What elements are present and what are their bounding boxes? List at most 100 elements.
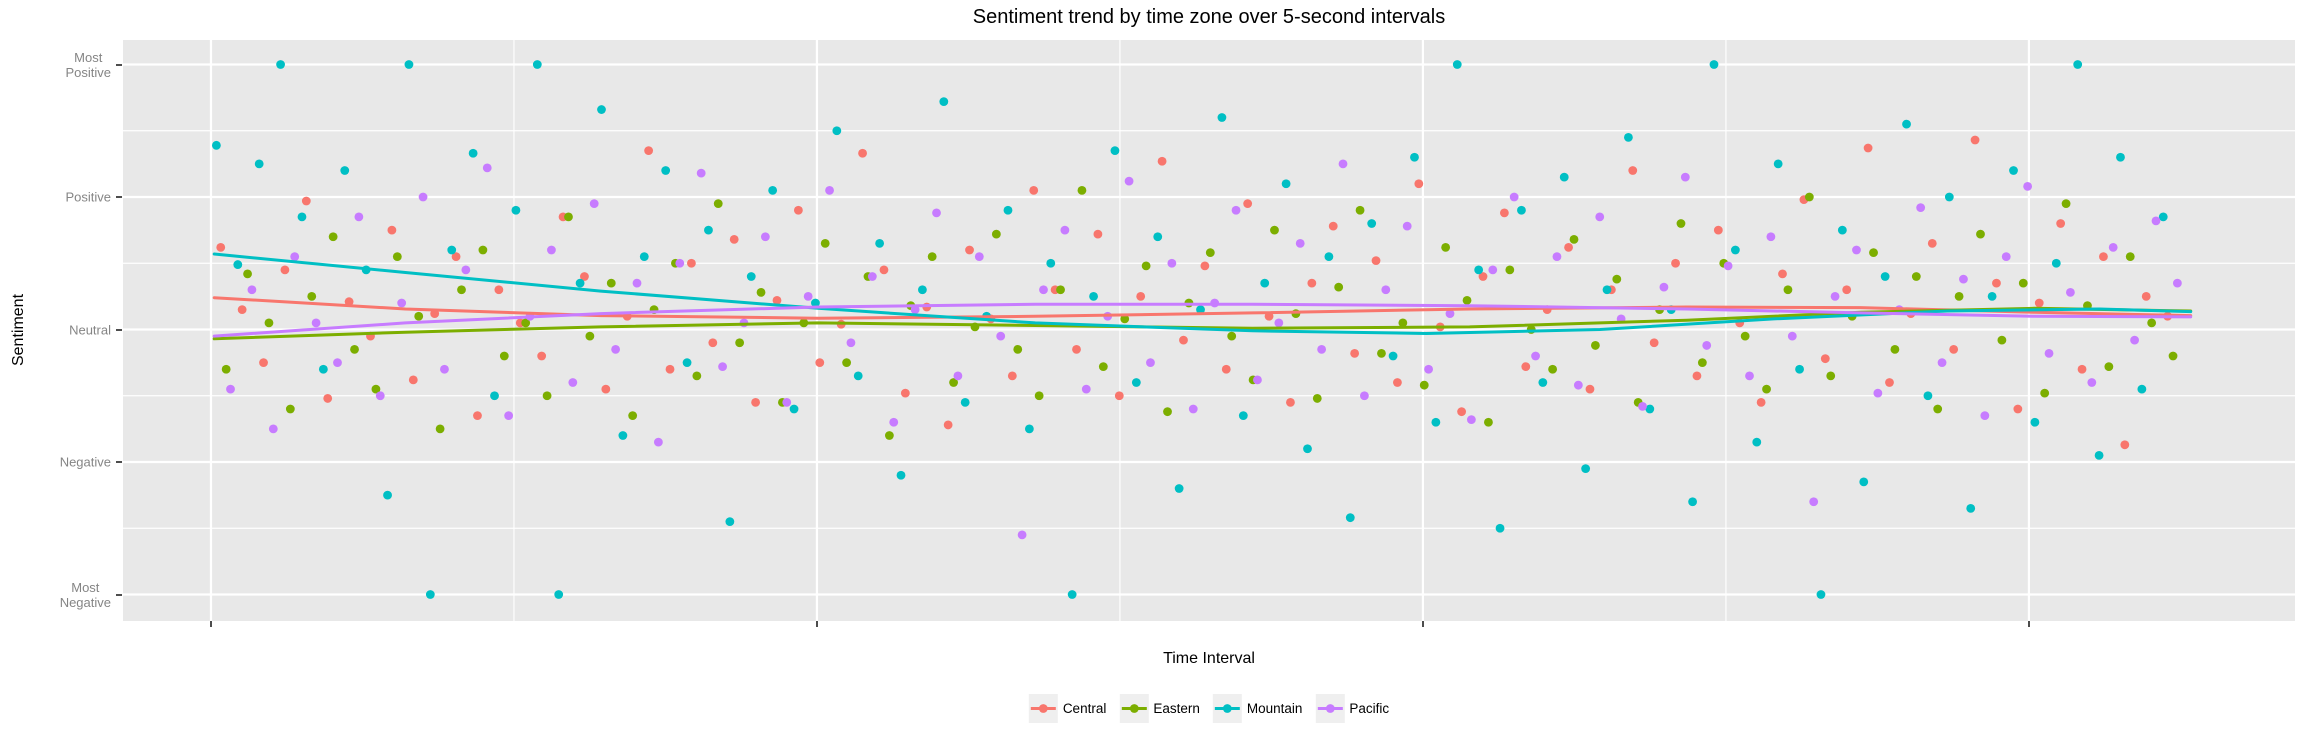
- data-point-eastern: [1740, 331, 1750, 341]
- data-point-pacific: [825, 185, 834, 195]
- data-point-eastern: [1419, 380, 1429, 390]
- data-point-central: [1713, 225, 1723, 235]
- legend-item-mountain: Mountain: [1212, 694, 1302, 723]
- data-point-eastern: [1548, 364, 1558, 374]
- data-point-mountain: [1345, 513, 1355, 523]
- data-point-pacific: [1381, 285, 1391, 295]
- data-point-pacific: [1060, 225, 1070, 235]
- data-point-pacific: [932, 208, 941, 218]
- data-point-mountain: [811, 298, 820, 308]
- data-point-pacific: [1916, 203, 1926, 213]
- data-point-eastern: [884, 431, 894, 440]
- data-point-pacific: [375, 391, 385, 401]
- data-point-eastern: [927, 252, 937, 262]
- data-point-pacific: [1466, 415, 1476, 425]
- data-point-central: [1007, 371, 1017, 381]
- data-point-central: [280, 265, 290, 275]
- data-point-mountain: [1452, 60, 1462, 69]
- data-point-mountain: [1944, 192, 1954, 202]
- data-point-mountain: [1645, 404, 1655, 414]
- data-point-central: [1029, 185, 1039, 195]
- data-point-mountain: [875, 238, 885, 248]
- data-point-mountain: [383, 490, 392, 500]
- data-point-pacific: [846, 338, 856, 348]
- data-point-pacific: [268, 424, 278, 434]
- data-point-eastern: [713, 199, 723, 209]
- legend-item-central: Central: [1028, 694, 1106, 723]
- data-point-eastern: [1141, 261, 1151, 271]
- data-point-central: [1307, 278, 1317, 288]
- data-point-eastern: [1355, 205, 1365, 215]
- data-point-eastern: [2061, 199, 2071, 209]
- data-point-pacific: [354, 212, 364, 222]
- data-point-pacific: [889, 417, 899, 427]
- data-point-mountain: [1131, 378, 1141, 387]
- data-point-central: [601, 384, 611, 394]
- data-point-central: [1136, 291, 1146, 301]
- data-point-eastern: [2018, 278, 2028, 288]
- y-tick-mark: [116, 328, 122, 331]
- data-point-eastern: [1697, 358, 1707, 368]
- data-point-eastern: [692, 371, 702, 381]
- data-point-pacific: [1787, 331, 1797, 341]
- data-point-central: [2099, 252, 2108, 262]
- data-point-pacific: [247, 285, 257, 295]
- legend-item-eastern: Eastern: [1119, 694, 1200, 723]
- data-point-mountain: [1581, 464, 1591, 474]
- data-point-pacific: [632, 278, 642, 288]
- data-point-eastern: [435, 424, 445, 434]
- trend-line-pacific: [212, 302, 2193, 338]
- data-point-eastern: [1911, 272, 1921, 281]
- data-point-pacific: [1723, 261, 1733, 271]
- data-point-eastern: [1933, 404, 1943, 414]
- data-point-central: [451, 252, 461, 262]
- data-point-central: [1671, 258, 1680, 268]
- data-point-central: [216, 242, 226, 252]
- data-point-central: [259, 358, 268, 368]
- data-point-eastern: [350, 344, 359, 354]
- data-point-eastern: [1869, 248, 1878, 258]
- legend-key-glyph: [1121, 704, 1147, 713]
- data-point-pacific: [2108, 242, 2118, 252]
- data-point-mountain: [1367, 219, 1377, 228]
- data-point-central: [301, 196, 311, 206]
- data-point-mountain: [1474, 265, 1484, 275]
- data-point-central: [580, 272, 589, 281]
- data-point-pacific: [547, 245, 556, 255]
- trend-line-mountain: [212, 252, 2193, 335]
- data-point-eastern: [2040, 388, 2050, 398]
- data-point-pacific: [974, 252, 984, 262]
- data-point-mountain: [1110, 146, 1120, 156]
- data-point-pacific: [1338, 159, 1348, 169]
- data-point-mountain: [1538, 378, 1548, 387]
- data-point-mountain: [1624, 132, 1633, 142]
- data-point-central: [1478, 272, 1488, 281]
- data-point-pacific: [1317, 344, 1327, 354]
- y-tick-label: Neutral: [69, 322, 111, 337]
- plot-panel: [123, 40, 2295, 621]
- data-point-central: [1842, 285, 1852, 295]
- data-point-mountain: [1987, 291, 1997, 301]
- x-tick-mark: [2027, 621, 2030, 627]
- data-point-central: [793, 205, 803, 215]
- data-point-pacific: [782, 397, 792, 407]
- data-point-mountain: [1816, 590, 1826, 599]
- data-point-pacific: [1745, 371, 1754, 381]
- data-point-pacific: [226, 384, 235, 394]
- data-point-central: [2141, 291, 2151, 301]
- data-point-mountain: [1324, 252, 1334, 262]
- data-point-pacific: [1809, 497, 1819, 507]
- data-point-pacific: [1167, 258, 1177, 268]
- legend-key-glyph: [1214, 704, 1240, 713]
- data-point-eastern: [243, 269, 252, 279]
- data-point-central: [537, 351, 547, 361]
- data-point-mountain: [1260, 278, 1270, 288]
- data-point-pacific: [2172, 278, 2182, 288]
- data-point-central: [1649, 338, 1659, 348]
- data-point-central: [473, 411, 482, 421]
- data-point-pacific: [760, 232, 770, 242]
- data-point-eastern: [628, 411, 638, 421]
- data-point-eastern: [842, 358, 852, 368]
- y-tick-label: Most Negative: [59, 579, 111, 610]
